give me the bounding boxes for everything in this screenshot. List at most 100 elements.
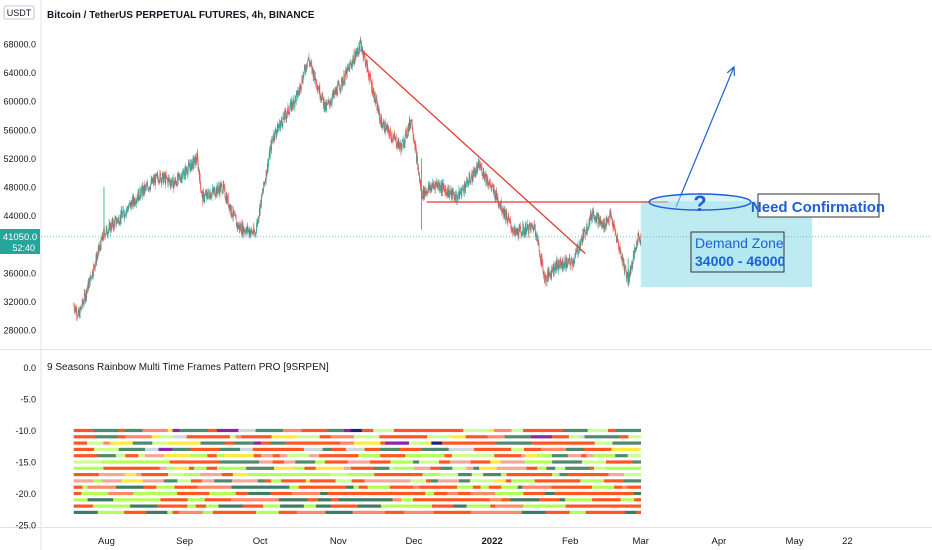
candle <box>446 190 448 199</box>
projection-arrow[interactable] <box>675 65 736 208</box>
candle <box>216 187 217 198</box>
candle <box>108 219 110 231</box>
candle <box>233 206 234 222</box>
candle <box>591 213 593 222</box>
candle <box>256 218 258 232</box>
candle <box>539 250 540 257</box>
candle <box>261 193 262 209</box>
candle <box>162 170 164 184</box>
candle <box>135 201 136 206</box>
candle <box>596 212 597 223</box>
candle <box>543 271 545 276</box>
candle <box>506 217 508 224</box>
projection-arrow-line[interactable] <box>675 66 735 208</box>
demand-zone-callout[interactable]: Demand Zone 34000 - 46000 <box>690 231 786 273</box>
confirmation-ellipse[interactable] <box>648 193 752 211</box>
candle <box>321 98 322 103</box>
candle <box>90 275 91 280</box>
candle <box>619 242 621 255</box>
candle <box>319 81 321 100</box>
candle <box>523 227 525 236</box>
candle <box>214 187 216 197</box>
candle <box>343 69 345 84</box>
candle <box>175 180 177 187</box>
indicator-tick-label: -5.0 <box>20 395 36 405</box>
candle <box>512 232 514 235</box>
candle <box>247 222 248 235</box>
currency-badge[interactable]: USDT <box>3 5 35 20</box>
candle <box>190 158 192 167</box>
candle <box>520 222 521 233</box>
candle <box>228 192 229 209</box>
candle <box>495 189 496 204</box>
candle <box>539 249 541 258</box>
indicator-axis[interactable]: 0.0 -5.0 -10.0 -15.0 -20.0 -25.0 <box>15 363 36 531</box>
candle <box>121 211 123 218</box>
candle <box>77 310 79 318</box>
candle <box>196 149 198 163</box>
candle <box>304 64 305 74</box>
candle <box>153 174 155 187</box>
candle <box>395 136 397 142</box>
candle <box>189 167 191 174</box>
candle <box>561 260 563 266</box>
candle <box>138 186 140 201</box>
candle <box>525 229 527 239</box>
candle <box>496 196 498 203</box>
candle <box>479 159 481 171</box>
candle <box>183 172 185 180</box>
candle <box>503 205 505 220</box>
candle <box>296 90 298 95</box>
candle <box>219 182 221 199</box>
candle <box>116 217 117 228</box>
candle <box>241 219 243 236</box>
candle <box>547 268 548 283</box>
candle <box>566 255 568 268</box>
candle <box>170 180 171 191</box>
candle <box>585 234 586 241</box>
candle <box>131 196 133 210</box>
candle <box>172 177 173 187</box>
candle <box>527 223 529 231</box>
candle <box>393 132 394 142</box>
candle <box>131 200 132 211</box>
candle <box>443 183 445 193</box>
candle <box>477 158 479 168</box>
candle <box>335 85 337 95</box>
candle <box>375 95 377 104</box>
need-confirmation-callout[interactable]: Need Confirmation <box>751 193 885 218</box>
candle <box>463 184 464 194</box>
candle <box>241 220 243 234</box>
candle <box>324 101 326 112</box>
candle <box>172 176 174 179</box>
time-axis[interactable]: Aug Sep Oct Nov Dec 2022 Feb Mar Apr May 22 <box>98 536 853 547</box>
candle <box>343 80 344 86</box>
candle <box>577 251 579 258</box>
candle <box>300 83 301 95</box>
descending-trendline[interactable] <box>360 49 586 254</box>
candle <box>531 221 532 228</box>
candle <box>275 128 276 134</box>
candle <box>388 130 390 140</box>
candle <box>377 102 378 111</box>
candle <box>189 162 190 171</box>
candle <box>583 226 585 233</box>
candle <box>254 229 255 233</box>
candle <box>228 204 230 215</box>
candle <box>581 234 582 243</box>
candle <box>162 172 163 180</box>
candle <box>137 197 138 204</box>
candle <box>204 193 206 203</box>
candle <box>143 185 144 197</box>
candle <box>621 256 623 263</box>
candle <box>106 225 107 231</box>
candle <box>176 182 178 188</box>
candle <box>461 188 463 191</box>
candle <box>443 183 445 191</box>
candle <box>250 228 251 239</box>
candle <box>116 216 118 223</box>
candle <box>430 184 432 195</box>
candle <box>243 224 244 239</box>
candle <box>185 163 186 180</box>
candle <box>89 271 91 287</box>
